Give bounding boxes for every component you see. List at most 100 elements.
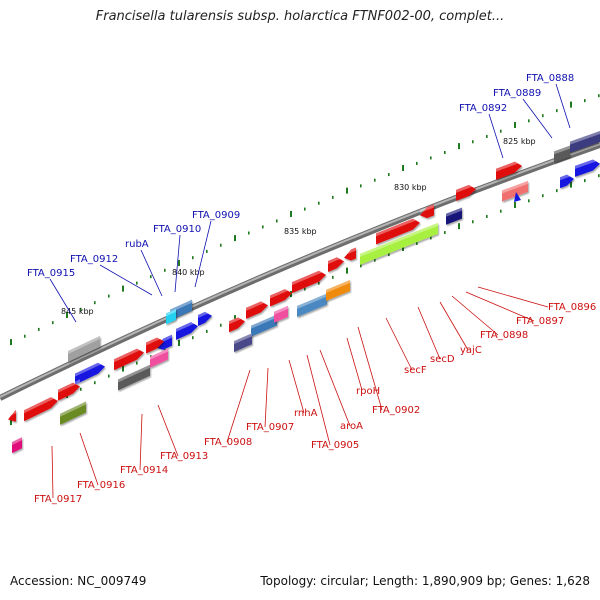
- gene-feature[interactable]: [8, 410, 16, 422]
- tick-mark: [80, 387, 82, 391]
- gene-highlight: [496, 159, 522, 172]
- tick-mark: [570, 181, 572, 188]
- gene-feature[interactable]: [297, 293, 327, 318]
- tick-mark: [486, 214, 488, 218]
- gene-label-FTA_0892[interactable]: FTA_0892: [459, 103, 507, 114]
- gene-label-FTA_0914[interactable]: FTA_0914: [120, 465, 168, 476]
- gene-highlight: [292, 267, 326, 286]
- gene-feature[interactable]: [150, 348, 168, 368]
- gene-highlight: [8, 410, 16, 418]
- gene-label-FTA_0908[interactable]: FTA_0908: [204, 437, 252, 448]
- gene-label-FTA_0902[interactable]: FTA_0902: [372, 405, 420, 416]
- leader-line: [319, 349, 351, 427]
- tick-mark: [122, 285, 124, 292]
- gene-feature[interactable]: [60, 401, 86, 425]
- gene-feature[interactable]: [270, 289, 292, 307]
- gene-feature[interactable]: [420, 204, 434, 219]
- gene-label-FTA_0888[interactable]: FTA_0888: [526, 73, 574, 84]
- tick-mark: [486, 134, 488, 138]
- leader-line: [226, 369, 251, 443]
- tick-mark: [598, 174, 600, 178]
- tick-mark: [304, 207, 306, 211]
- gene-feature[interactable]: [575, 159, 600, 177]
- gene-label-FTA_0910[interactable]: FTA_0910: [153, 224, 201, 235]
- tick-mark: [318, 201, 320, 205]
- gene-highlight: [570, 131, 600, 145]
- leader-line: [51, 445, 54, 499]
- gene-feature[interactable]: [12, 437, 22, 454]
- gene-feature[interactable]: [570, 131, 600, 153]
- gene-label-FTA_0896[interactable]: FTA_0896: [548, 302, 596, 313]
- gene-highlight: [344, 247, 356, 256]
- gene-label-rpoH[interactable]: rpoH: [356, 386, 380, 397]
- gene-feature[interactable]: [554, 145, 570, 163]
- gene-label-FTA_0915[interactable]: FTA_0915: [27, 268, 75, 279]
- gene-feature[interactable]: [166, 308, 176, 325]
- gene-label-yajC[interactable]: yajC: [460, 345, 482, 356]
- gene-label-aroA[interactable]: aroA: [340, 421, 363, 432]
- gene-feature[interactable]: [58, 382, 80, 401]
- gene-feature[interactable]: [360, 228, 424, 265]
- gene-label-FTA_0913[interactable]: FTA_0913: [160, 451, 208, 462]
- gene-label-FTA_0916[interactable]: FTA_0916: [77, 480, 125, 491]
- gene-feature[interactable]: [246, 301, 268, 319]
- gene-highlight: [274, 305, 288, 315]
- gene-label-rubA[interactable]: rubA: [125, 239, 149, 250]
- gene-feature[interactable]: [292, 270, 326, 294]
- gene-label-secF[interactable]: secF: [404, 365, 427, 376]
- gene-label-FTA_0897[interactable]: FTA_0897: [516, 316, 564, 327]
- gene-label-rnhA[interactable]: rnhA: [294, 408, 318, 419]
- gene-feature[interactable]: [118, 364, 150, 391]
- tick-mark: [234, 315, 236, 322]
- gene-highlight: [246, 298, 268, 311]
- tick-mark: [584, 179, 586, 183]
- tick-mark: [402, 164, 404, 171]
- gene-feature[interactable]: [24, 397, 58, 422]
- gene-label-FTA_0898[interactable]: FTA_0898: [480, 330, 528, 341]
- gene-feature[interactable]: [560, 174, 574, 189]
- tick-mark: [164, 268, 166, 272]
- gene-feature[interactable]: [75, 362, 105, 385]
- gene-feature[interactable]: [328, 257, 344, 273]
- gene-feature[interactable]: [424, 222, 438, 240]
- leader-line: [477, 286, 549, 308]
- gene-feature[interactable]: [68, 335, 100, 363]
- gene-feature[interactable]: [156, 334, 172, 350]
- gene-highlight: [60, 401, 86, 417]
- gene-label-FTA_0909[interactable]: FTA_0909: [192, 210, 240, 221]
- gene-feature[interactable]: [146, 337, 164, 354]
- tick-mark: [430, 156, 432, 160]
- gene-label-FTA_0917[interactable]: FTA_0917: [34, 494, 82, 505]
- tick-mark: [458, 143, 460, 150]
- gene-feature[interactable]: [496, 161, 522, 180]
- gene-feature[interactable]: [502, 180, 528, 202]
- gene-label-FTA_0912[interactable]: FTA_0912: [70, 254, 118, 265]
- tick-mark: [10, 419, 12, 426]
- gene-feature[interactable]: [326, 279, 350, 301]
- gene-feature[interactable]: [234, 333, 252, 353]
- gene-feature[interactable]: [446, 207, 462, 225]
- gene-feature[interactable]: [176, 322, 198, 340]
- tick-mark: [248, 231, 250, 235]
- gene-label-FTA_0907[interactable]: FTA_0907: [246, 422, 294, 433]
- gene-feature[interactable]: [376, 218, 420, 245]
- leader-line: [439, 301, 469, 351]
- gene-feature[interactable]: [344, 247, 356, 261]
- kbp-label-845: 845 kbp: [61, 307, 94, 316]
- tick-mark: [416, 161, 418, 165]
- gene-highlight: [251, 314, 277, 329]
- gene-feature[interactable]: [251, 314, 277, 337]
- tick-mark: [374, 258, 376, 262]
- leader-line: [194, 220, 212, 288]
- gene-label-secD[interactable]: secD: [430, 354, 455, 365]
- tick-mark: [24, 334, 26, 338]
- gene-feature[interactable]: [198, 311, 212, 327]
- gene-label-FTA_0905[interactable]: FTA_0905: [311, 440, 359, 451]
- gene-feature[interactable]: [114, 348, 144, 371]
- gene-label-FTA_0889[interactable]: FTA_0889: [493, 88, 541, 99]
- gene-feature[interactable]: [229, 317, 245, 333]
- gene-highlight: [420, 204, 434, 213]
- gene-feature[interactable]: [456, 184, 476, 201]
- gene-feature[interactable]: [274, 305, 288, 323]
